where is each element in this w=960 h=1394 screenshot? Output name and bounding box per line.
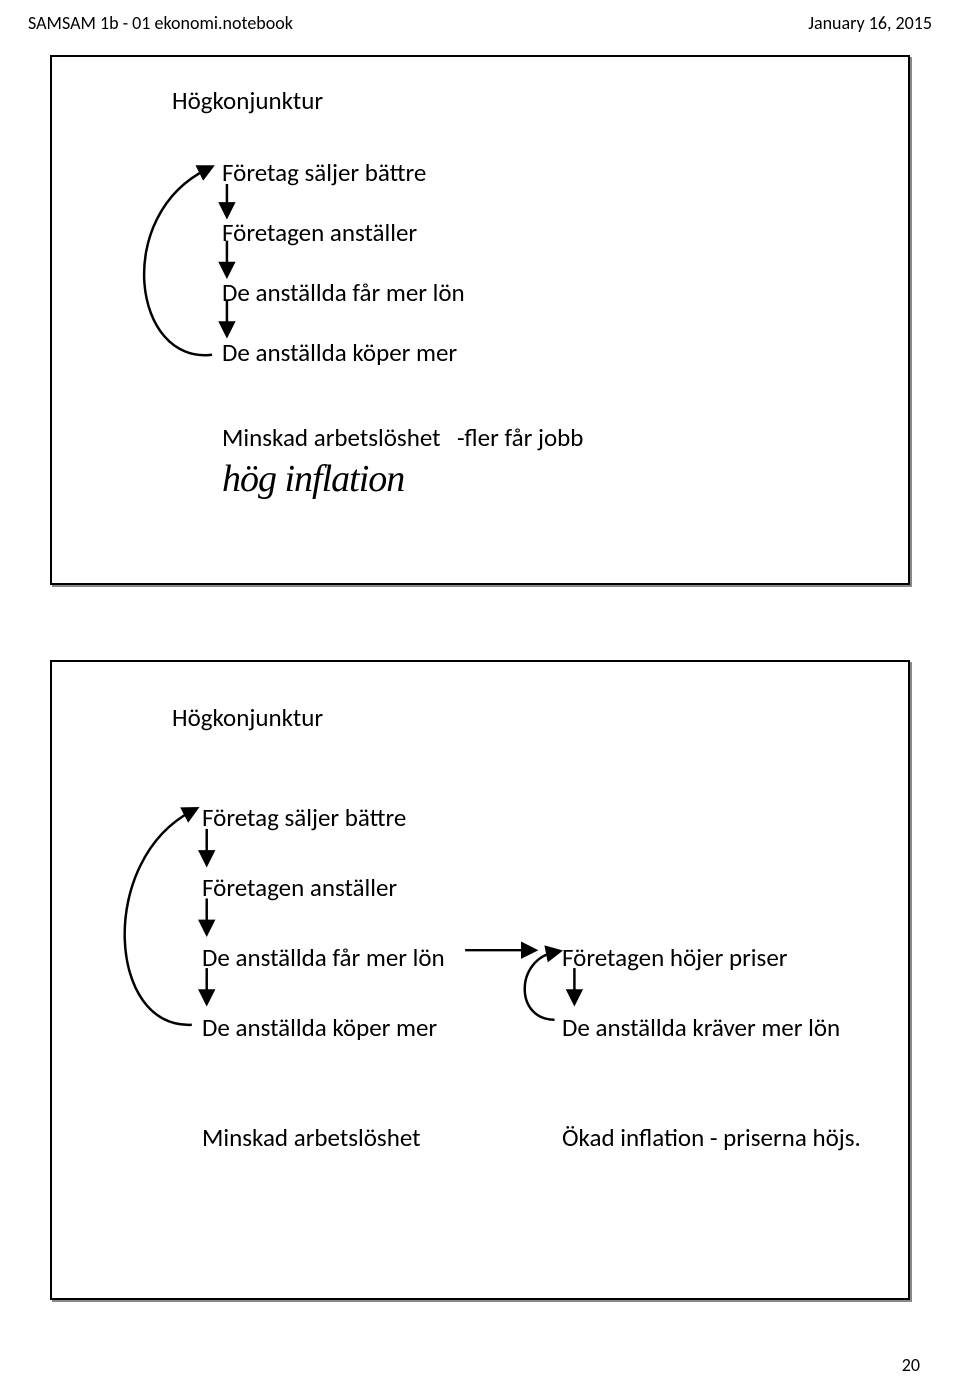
- panel1-step1: Företag säljer bättre: [222, 157, 426, 188]
- panel2-step1: Företag säljer bättre: [202, 802, 406, 833]
- panel2-arrows: [52, 662, 908, 1298]
- panel1-flerjobb: -fler får jobb: [457, 422, 583, 453]
- panel1-step3: De anställda får mer lön: [222, 277, 465, 308]
- page-header: SAMSAM 1b - 01 ekonomi.notebook January …: [28, 12, 932, 34]
- panel2-inflation: Ökad inflation - priserna höjs.: [562, 1122, 861, 1153]
- panel2-minskad: Minskad arbetslöshet: [202, 1122, 421, 1153]
- header-left: SAMSAM 1b - 01 ekonomi.notebook: [28, 12, 293, 34]
- panel2-step4: De anställda köper mer: [202, 1012, 437, 1043]
- panel1-handwrite: hög inflation: [222, 457, 404, 501]
- panel1-step2: Företagen anställer: [222, 217, 417, 248]
- panel2-step3: De anställda får mer lön: [202, 942, 445, 973]
- panel1-title: Högkonjunktur: [172, 85, 323, 116]
- panel1-arrows: [52, 57, 908, 583]
- panel-2: Högkonjunktur Företag säljer bättre Före…: [50, 660, 910, 1300]
- page-number: 20: [902, 1354, 920, 1376]
- panel1-minskad: Minskad arbetslöshet: [222, 422, 441, 453]
- panel2-step2: Företagen anställer: [202, 872, 397, 903]
- header-right: January 16, 2015: [808, 12, 932, 34]
- panel2-kraver: De anställda kräver mer lön: [562, 1012, 840, 1043]
- panel2-title: Högkonjunktur: [172, 702, 323, 733]
- panel-1: Högkonjunktur Företag säljer bättre Före…: [50, 55, 910, 585]
- panel1-step4: De anställda köper mer: [222, 337, 457, 368]
- panel2-priser: Företagen höjer priser: [562, 942, 787, 973]
